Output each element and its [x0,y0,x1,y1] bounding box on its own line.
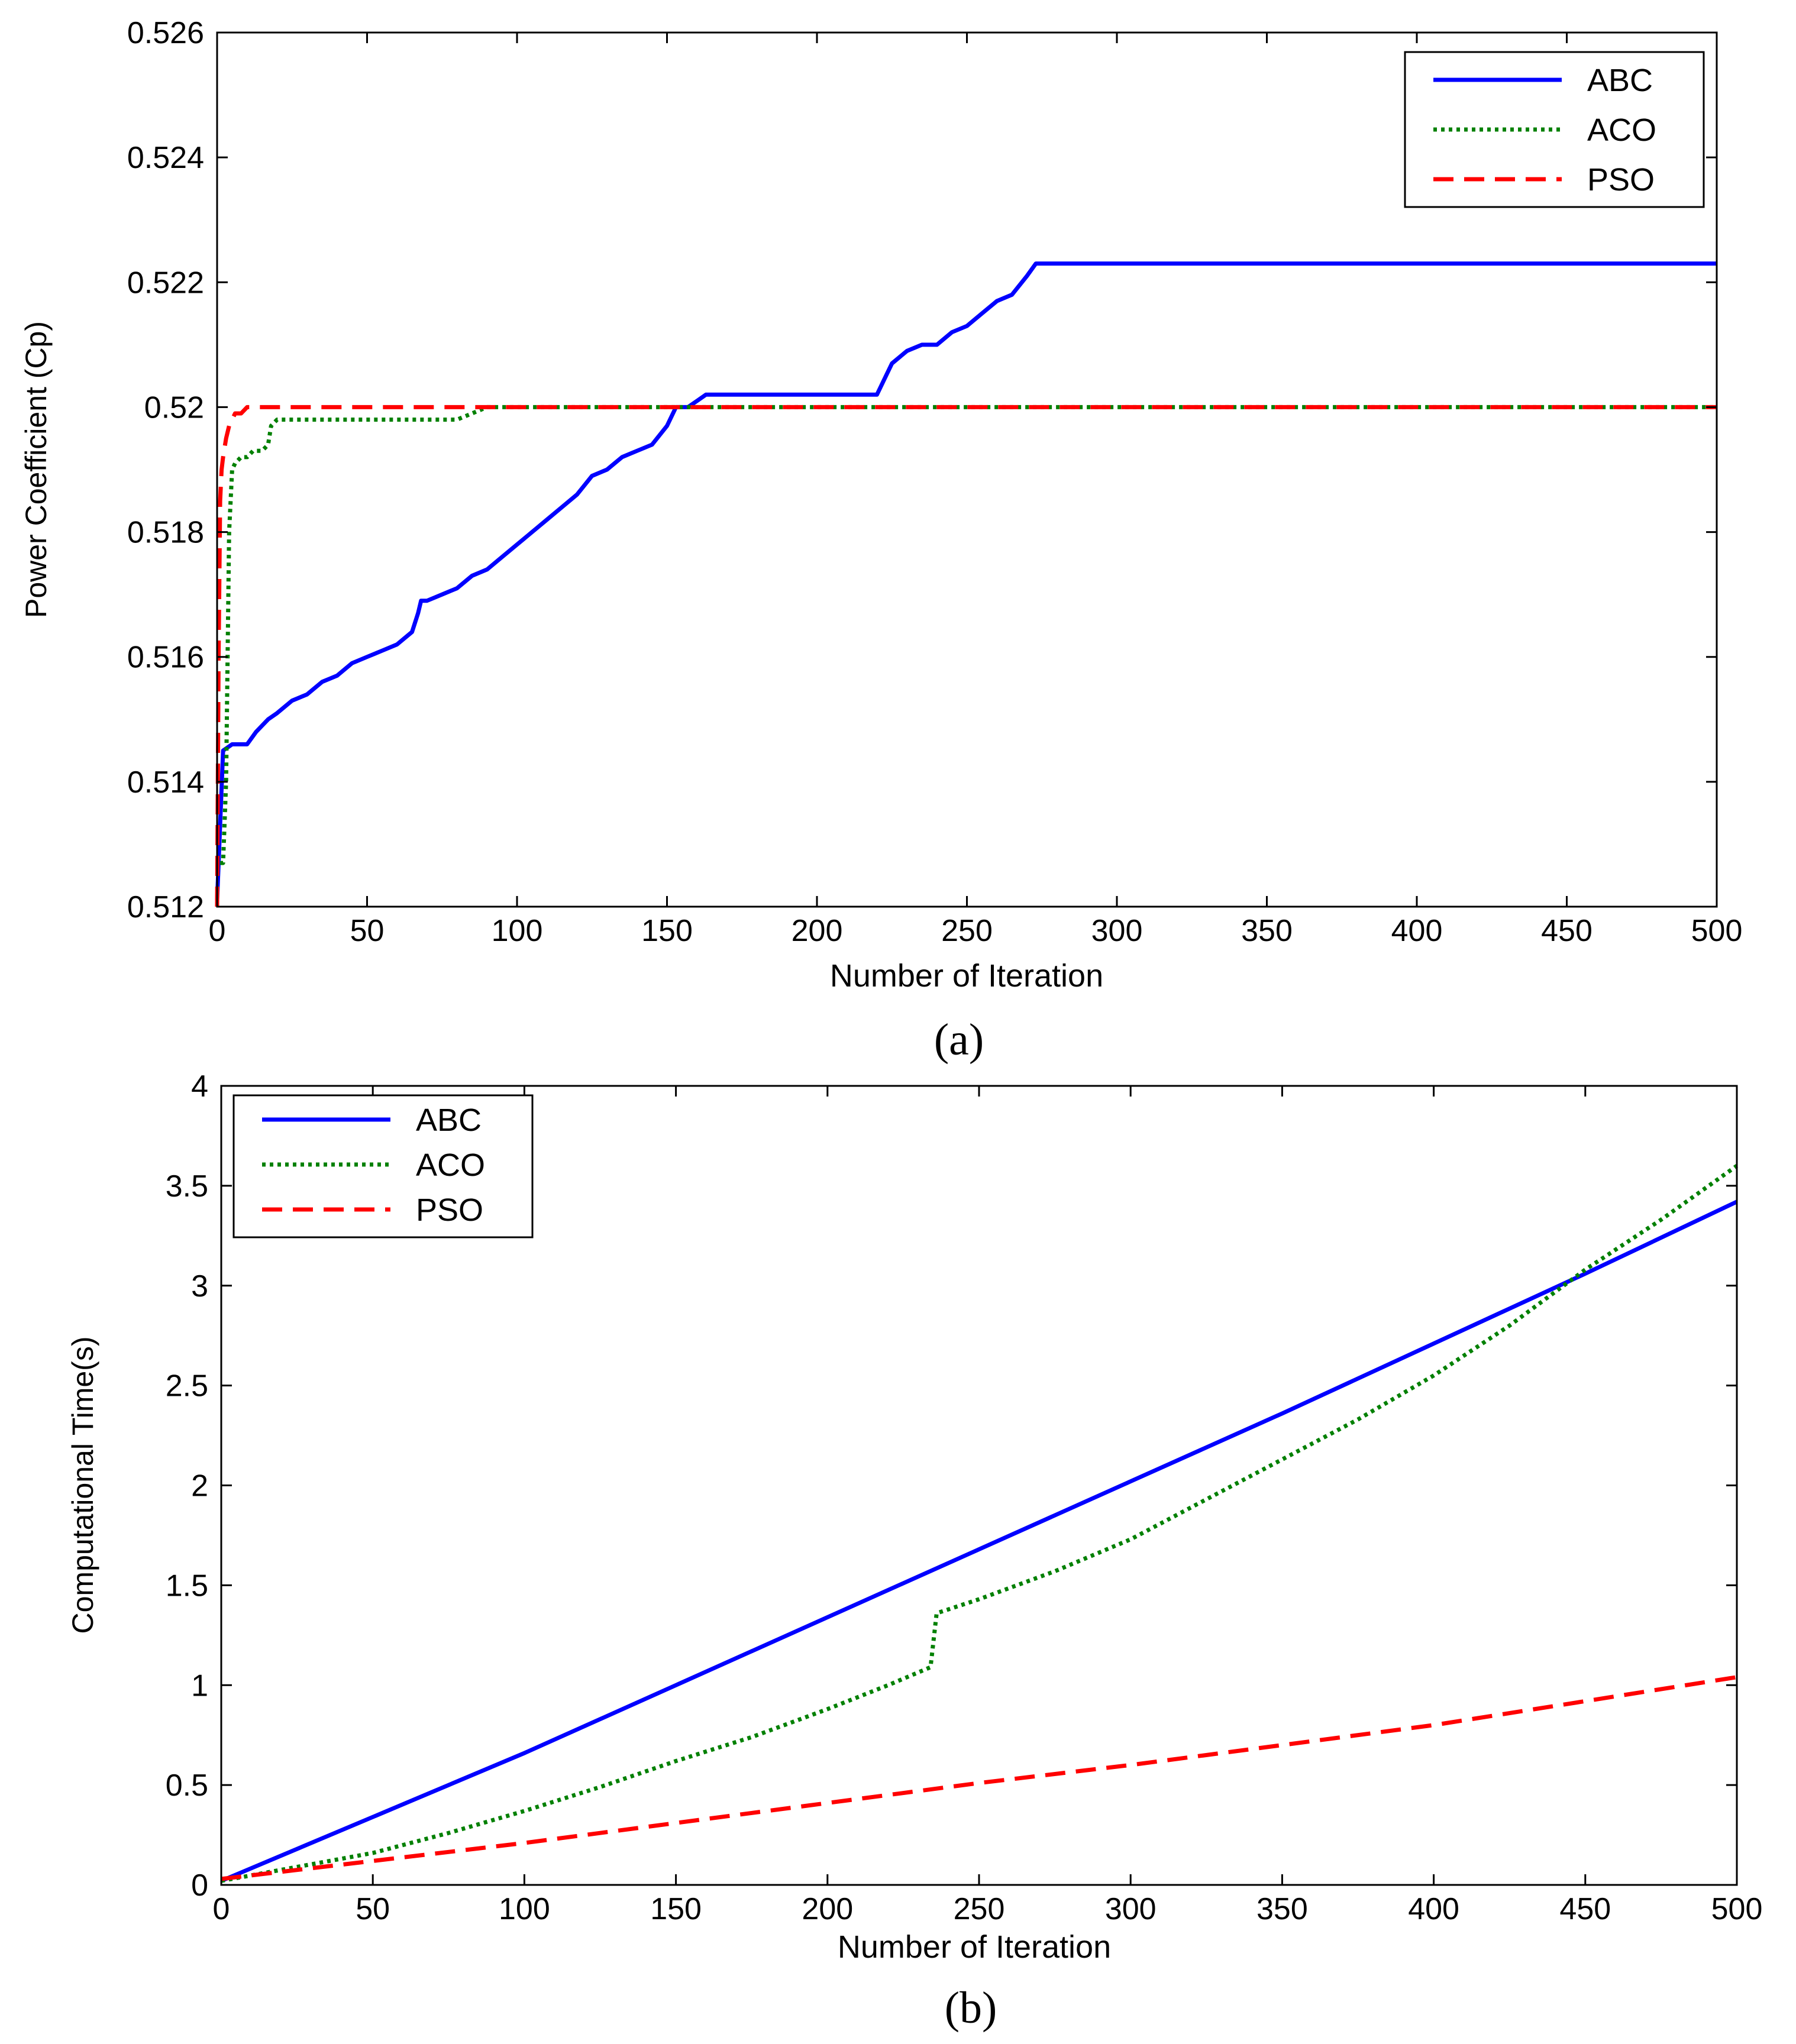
y-axis-label: Power Coefficient (Cp) [20,321,53,618]
x-tick-label: 450 [1559,1892,1611,1926]
y-tick-label: 3.5 [166,1169,208,1204]
x-tick-label: 50 [356,1892,390,1926]
y-tick-label: 0 [191,1868,208,1903]
x-axis-label: Number of Iteration [830,958,1103,994]
x-tick-label: 450 [1541,914,1593,948]
x-tick-label: 100 [499,1892,550,1926]
y-tick-label: 2 [191,1469,208,1503]
legend-label-pso: PSO [1587,162,1655,198]
chart-a: 0 50 100 150 200 250 300 350 400 450 500 0.512 0.514… [20,16,1742,1065]
legend: ABC ACO PSO [1404,51,1705,208]
series-line-aco [220,405,1717,865]
y-tick-label: 2.5 [166,1369,208,1403]
x-tick-label: 350 [1241,914,1293,948]
y-tick-label: 0.524 [127,141,204,175]
x-tick-label: 0 [213,1892,230,1926]
x-tick-label: 250 [954,1892,1005,1926]
x-tick-label: 200 [792,914,843,948]
y-tick-label: 0.512 [127,890,204,924]
series-line-pso [221,1675,1737,1881]
y-tick-label: 0.518 [127,516,204,550]
y-tick-label: 4 [191,1069,208,1104]
x-tick-label: 350 [1256,1892,1308,1926]
x-tick-label: 0 [209,914,226,948]
x-axis-label: Number of Iteration [838,1929,1111,1965]
x-tick-label: 500 [1691,914,1743,948]
x-tick-label: 150 [641,914,693,948]
y-tick-label: 0.5 [166,1768,208,1803]
x-tick-label: 400 [1391,914,1443,948]
y-tick-label: 3 [191,1269,208,1304]
x-tick-label: 500 [1711,1892,1763,1926]
y-tick-label: 0.514 [127,765,204,800]
y-tick-label: 0.52 [144,390,204,425]
x-tick-label: 400 [1408,1892,1459,1926]
chart-b: 0 50 100 150 200 250 300 350 400 450 500 0 0.5 1 1.5 2 2… [66,1069,1762,2033]
x-tick-label: 100 [492,914,543,948]
y-tick-label: 0.522 [127,266,204,300]
x-tick-label: 150 [650,1892,702,1926]
legend-label-abc: ABC [416,1102,482,1138]
x-tick-label: 300 [1105,1892,1157,1926]
x-tick-label: 200 [802,1892,853,1926]
y-tick-label: 0.526 [127,16,204,50]
legend-label-abc: ABC [1587,63,1653,98]
series-line-abc [220,1199,1738,1883]
x-tick-label: 300 [1091,914,1143,948]
caption-b: (b) [945,1983,997,2033]
y-tick-label: 1 [191,1668,208,1703]
legend: ABC ACO PSO [232,1094,534,1238]
x-tick-label: 50 [350,914,385,948]
series-line-aco [221,1164,1739,1883]
caption-a: (a) [934,1015,984,1065]
series-line-pso [215,405,1717,907]
x-tick-label: 250 [941,914,993,948]
y-tick-label: 0.516 [127,641,204,675]
series-line-abc [215,261,1717,901]
y-tick-label: 1.5 [166,1568,208,1603]
legend-label-aco: ACO [416,1147,485,1183]
y-axis-label: Computational Time(s) [66,1337,99,1634]
legend-label-pso: PSO [416,1192,483,1228]
legend-label-aco: ACO [1587,112,1656,148]
